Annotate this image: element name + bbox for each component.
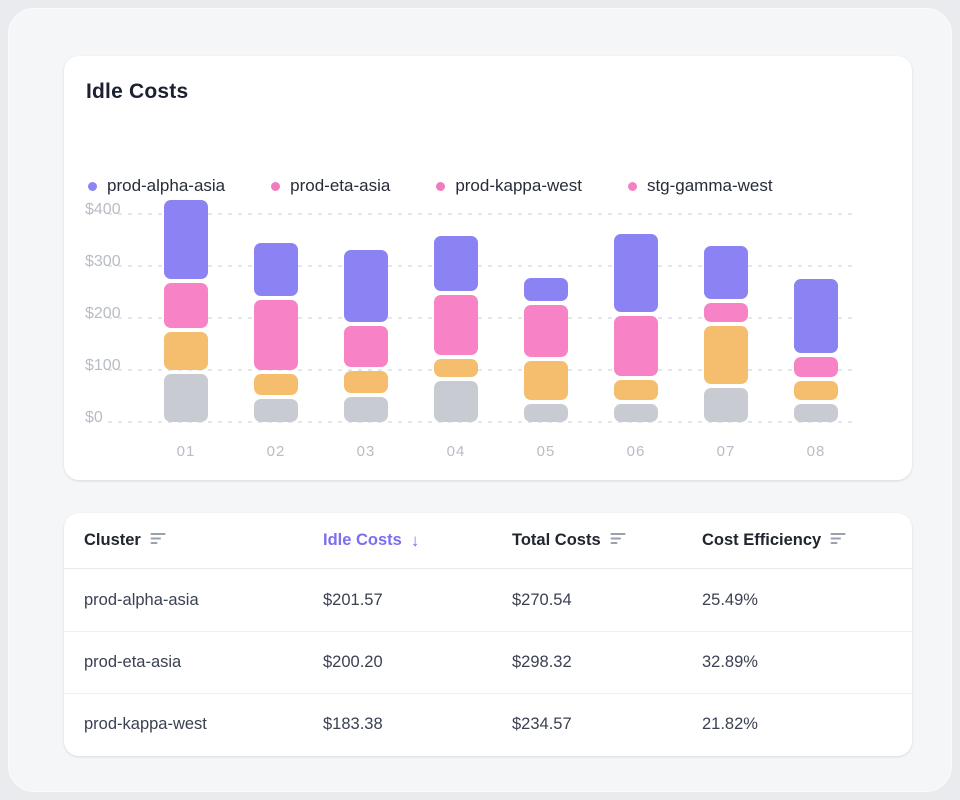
bar-segment-stg-gamma-west[interactable] xyxy=(344,397,388,422)
y-axis-tick-label: $300 xyxy=(85,252,145,272)
table-body: prod-alpha-asia$201.57$270.5425.49%prod-… xyxy=(64,569,912,755)
bar-segment-prod-kappa-west[interactable] xyxy=(614,380,658,400)
bar-segment-prod-eta-asia[interactable] xyxy=(704,303,748,322)
bar-segment-prod-kappa-west[interactable] xyxy=(164,332,208,370)
cell-cost_efficiency: 32.89% xyxy=(702,653,912,672)
column-header-label: Cost Efficiency xyxy=(702,531,821,550)
bar-segment-prod-eta-asia[interactable] xyxy=(794,357,838,376)
bar-segment-stg-gamma-west[interactable] xyxy=(434,381,478,422)
sort-lines-icon xyxy=(150,531,166,551)
table-header-row: Cluster Idle Costs ↓ Total Costs Cost Effici… xyxy=(64,513,912,569)
cell-idle_costs: $183.38 xyxy=(323,715,512,734)
bar-segment-stg-gamma-west[interactable] xyxy=(164,374,208,422)
sort-lines-icon xyxy=(830,531,846,551)
x-axis-tick-label: 08 xyxy=(786,442,846,462)
column-header-cluster[interactable]: Cluster xyxy=(84,531,323,551)
bar-segment-stg-gamma-west[interactable] xyxy=(794,404,838,422)
bar-segment-stg-gamma-west[interactable] xyxy=(524,404,568,422)
bar-segment-prod-alpha-asia[interactable] xyxy=(254,243,298,297)
bar-segment-stg-gamma-west[interactable] xyxy=(704,388,748,422)
y-axis-tick-label: $400 xyxy=(85,200,145,220)
column-header-label: Total Costs xyxy=(512,531,601,550)
cell-total_costs: $298.32 xyxy=(512,653,702,672)
column-header-idle-costs[interactable]: Idle Costs ↓ xyxy=(323,531,512,550)
x-axis-tick-label: 04 xyxy=(426,442,486,462)
bar-07[interactable] xyxy=(704,246,748,422)
clusters-table-card: Cluster Idle Costs ↓ Total Costs Cost Effici… xyxy=(64,513,912,756)
column-header-total-costs[interactable]: Total Costs xyxy=(512,531,702,551)
bar-segment-prod-alpha-asia[interactable] xyxy=(524,278,568,301)
bar-04[interactable] xyxy=(434,236,478,422)
bar-segment-prod-alpha-asia[interactable] xyxy=(614,234,658,313)
x-axis-tick-label: 02 xyxy=(246,442,306,462)
sort-lines-icon xyxy=(610,531,626,551)
column-header-label: Idle Costs xyxy=(323,531,402,550)
bar-06[interactable] xyxy=(614,234,658,422)
cell-cluster: prod-kappa-west xyxy=(84,715,323,734)
y-axis-tick-label: $200 xyxy=(85,304,145,324)
table-row-prod-eta-asia: prod-eta-asia$200.20$298.3232.89% xyxy=(64,631,912,693)
x-axis-tick-label: 05 xyxy=(516,442,576,462)
idle-costs-chart-card: Idle Costs prod-alpha-asiaprod-eta-asiap… xyxy=(64,56,912,480)
cell-cluster: prod-alpha-asia xyxy=(84,591,323,610)
y-axis-tick-label: $100 xyxy=(85,356,145,376)
cell-cost_efficiency: 21.82% xyxy=(702,715,912,734)
column-header-label: Cluster xyxy=(84,531,141,550)
column-header-cost-efficiency[interactable]: Cost Efficiency xyxy=(702,531,912,551)
bar-segment-prod-alpha-asia[interactable] xyxy=(794,279,838,353)
bar-segment-prod-kappa-west[interactable] xyxy=(524,361,568,399)
cell-cluster: prod-eta-asia xyxy=(84,653,323,672)
bar-segment-prod-eta-asia[interactable] xyxy=(254,300,298,370)
stacked-bar-chart: $400 $300 $200 $100 $0 01 02 03 04 05 06 07 08 xyxy=(64,166,912,466)
table-row-prod-kappa-west: prod-kappa-west$183.38$234.5721.82% xyxy=(64,693,912,755)
x-axis-tick-label: 06 xyxy=(606,442,666,462)
bar-segment-stg-gamma-west[interactable] xyxy=(254,399,298,422)
x-axis-tick-label: 07 xyxy=(696,442,756,462)
chart-title: Idle Costs xyxy=(86,80,188,104)
x-axis-tick-label: 03 xyxy=(336,442,396,462)
cell-cost_efficiency: 25.49% xyxy=(702,591,912,610)
bar-08[interactable] xyxy=(794,279,838,422)
cell-idle_costs: $200.20 xyxy=(323,653,512,672)
bar-segment-prod-eta-asia[interactable] xyxy=(344,326,388,367)
table-row-prod-alpha-asia: prod-alpha-asia$201.57$270.5425.49% xyxy=(64,569,912,631)
bar-segment-prod-alpha-asia[interactable] xyxy=(344,250,388,322)
bar-segment-prod-kappa-west[interactable] xyxy=(344,371,388,393)
bar-05[interactable] xyxy=(524,278,568,422)
cell-total_costs: $270.54 xyxy=(512,591,702,610)
gridline-400 xyxy=(108,213,856,215)
bar-segment-stg-gamma-west[interactable] xyxy=(614,404,658,422)
bar-segment-prod-eta-asia[interactable] xyxy=(164,283,208,328)
cell-idle_costs: $201.57 xyxy=(323,591,512,610)
bar-segment-prod-kappa-west[interactable] xyxy=(704,326,748,384)
x-axis-tick-label: 01 xyxy=(156,442,216,462)
bar-segment-prod-kappa-west[interactable] xyxy=(254,374,298,394)
bar-segment-prod-eta-asia[interactable] xyxy=(614,316,658,375)
dashboard-panel: Idle Costs prod-alpha-asiaprod-eta-asiap… xyxy=(8,8,952,792)
sort-descending-icon: ↓ xyxy=(411,532,420,549)
bar-segment-prod-kappa-west[interactable] xyxy=(794,381,838,400)
bar-segment-prod-alpha-asia[interactable] xyxy=(434,236,478,291)
bar-segment-prod-eta-asia[interactable] xyxy=(434,295,478,354)
cell-total_costs: $234.57 xyxy=(512,715,702,734)
bar-01[interactable] xyxy=(164,200,208,422)
y-axis-tick-label: $0 xyxy=(85,408,145,428)
bar-03[interactable] xyxy=(344,250,388,422)
bar-segment-prod-alpha-asia[interactable] xyxy=(164,200,208,279)
bar-segment-prod-kappa-west[interactable] xyxy=(434,359,478,378)
bar-02[interactable] xyxy=(254,243,298,422)
bar-segment-prod-eta-asia[interactable] xyxy=(524,305,568,357)
bar-segment-prod-alpha-asia[interactable] xyxy=(704,246,748,300)
